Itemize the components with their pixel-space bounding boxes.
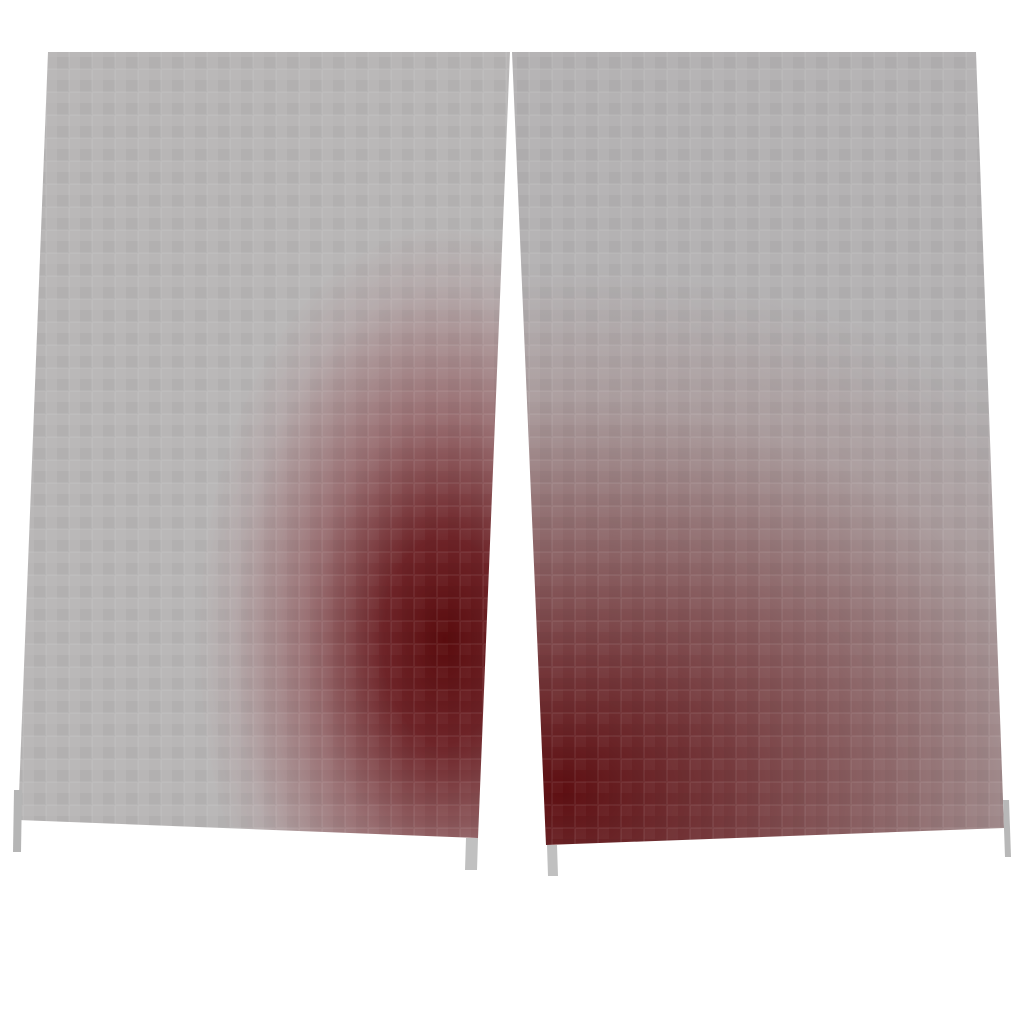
right-stub: [1003, 800, 1011, 857]
left-stub: [13, 790, 22, 852]
left-panel: [13, 52, 510, 870]
right-panel: [512, 52, 1011, 876]
left-cell-texture: [18, 52, 510, 838]
left-stub: [465, 838, 478, 870]
right-cell-texture: [512, 52, 1004, 845]
right-stub: [547, 845, 558, 876]
